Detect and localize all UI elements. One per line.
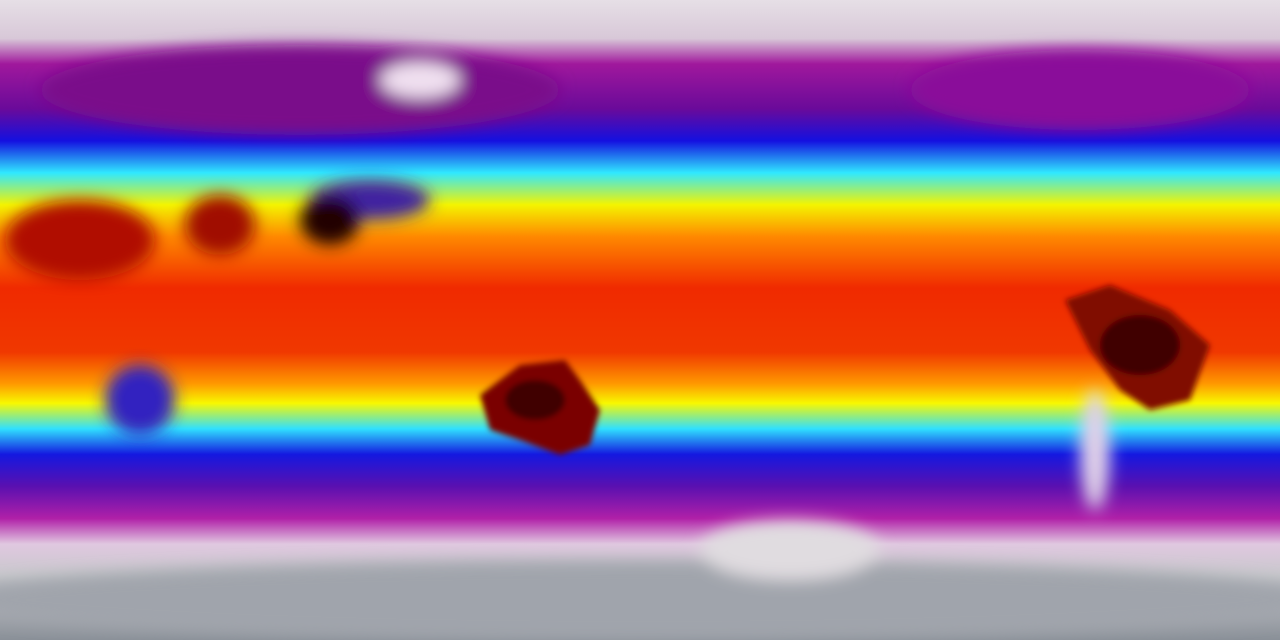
north-america-cold [910,50,1250,130]
antarctica-grey [0,560,1280,640]
land-features [0,45,1280,640]
india-hot [300,195,360,245]
andes-cool [1080,390,1110,510]
southern-ocean-pale [700,520,880,580]
africa-hot [5,200,155,280]
arctic-pale [380,62,460,98]
south-africa-cool [105,365,175,435]
arabia-hot [185,195,255,255]
australia-core [505,380,565,420]
amazon-core [1100,315,1180,375]
siberia-cold [40,45,560,135]
